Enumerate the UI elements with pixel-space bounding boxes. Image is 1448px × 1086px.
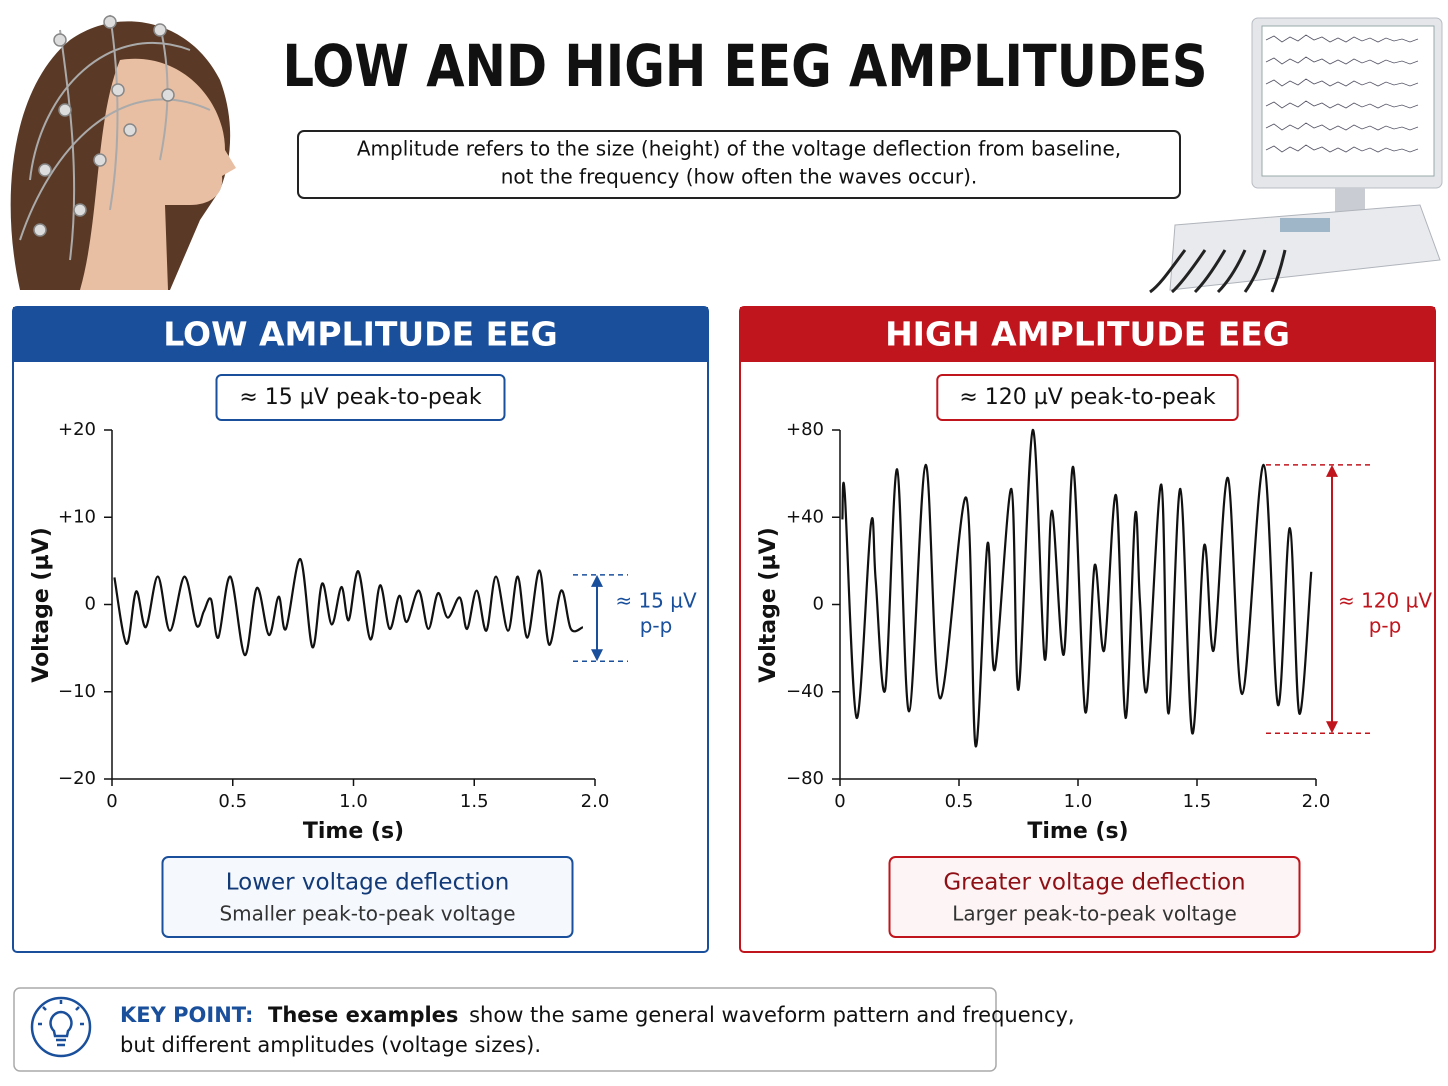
chart-subtitle: ≈ 15 µV peak-to-peak <box>239 385 482 410</box>
description-line: not the frequency (how often the waves o… <box>501 165 978 189</box>
y-tick-label: 0 <box>85 594 96 615</box>
annotation-text: ≈ 120 µV <box>1338 589 1432 613</box>
y-tick-label: −40 <box>786 681 824 702</box>
key-point-text: KEY POINT: These examples show the same … <box>120 1003 1075 1027</box>
subtitle-box <box>215 374 506 421</box>
eeg-line <box>841 428 1313 748</box>
annotation-text: ≈ 15 µV <box>615 589 697 613</box>
annotation-text: p-p <box>640 614 673 638</box>
eeg-line <box>113 558 584 657</box>
x-tick-label: 1.5 <box>1183 791 1212 812</box>
panel-title: LOW AMPLITUDE EEG <box>163 315 558 354</box>
key-point-box <box>13 987 997 1072</box>
x-tick-label: 1.0 <box>1064 791 1093 812</box>
x-tick-label: 0.5 <box>218 791 247 812</box>
panel-header <box>13 307 708 362</box>
x-tick-label: 2.0 <box>581 791 610 812</box>
panel-header <box>740 307 1435 362</box>
description-box <box>297 130 1181 199</box>
chart-subtitle: ≈ 120 µV peak-to-peak <box>959 385 1216 410</box>
charts: LOW AMPLITUDE EEG ≈ 15 µV peak-to-peak +20… <box>12 306 1436 953</box>
eeg-cap-illustration <box>10 14 236 291</box>
key-point-line: show the same general waveform pattern a… <box>469 1003 1075 1027</box>
y-tick-label: +10 <box>58 506 96 527</box>
caption-subtitle: Smaller peak-to-peak voltage <box>219 902 515 926</box>
x-tick-label: 0 <box>106 791 117 812</box>
caption-subtitle: Larger peak-to-peak voltage <box>952 902 1237 926</box>
y-tick-label: −20 <box>58 768 96 789</box>
x-tick-label: 1.0 <box>339 791 368 812</box>
y-axis-label: Voltage (µV) <box>29 527 54 683</box>
y-tick-label: −10 <box>58 681 96 702</box>
eeg-machine-illustration <box>1149 17 1443 294</box>
description-line: Amplitude refers to the size (height) of… <box>357 137 1121 161</box>
panel-title: HIGH AMPLITUDE EEG <box>885 315 1290 354</box>
y-tick-label: +80 <box>786 419 824 440</box>
lightbulb-icon <box>30 996 92 1058</box>
page-title: LOW AND HIGH EEG AMPLITUDES <box>283 32 1208 100</box>
caption-title: Greater voltage deflection <box>943 870 1245 896</box>
y-tick-label: +20 <box>58 419 96 440</box>
y-tick-label: −80 <box>786 768 824 789</box>
subtitle-box <box>936 374 1239 421</box>
key-point-line: but different amplitudes (voltage sizes)… <box>120 1033 541 1057</box>
y-tick-label: +40 <box>786 506 824 527</box>
y-axis-label: Voltage (µV) <box>756 527 781 683</box>
caption-box <box>161 856 574 938</box>
x-tick-label: 2.0 <box>1302 791 1331 812</box>
x-tick-label: 0.5 <box>945 791 974 812</box>
x-tick-label: 1.5 <box>460 791 489 812</box>
x-axis-label: Time (s) <box>303 819 404 844</box>
annotation-text: p-p <box>1369 614 1402 638</box>
x-tick-label: 0 <box>834 791 845 812</box>
caption-box <box>888 856 1301 938</box>
key-point-emphasis: These examples <box>268 1003 458 1027</box>
caption-title: Lower voltage deflection <box>226 870 510 896</box>
x-axis-label: Time (s) <box>1027 819 1128 844</box>
y-tick-label: 0 <box>813 594 824 615</box>
key-point-label: KEY POINT: <box>120 1003 253 1027</box>
